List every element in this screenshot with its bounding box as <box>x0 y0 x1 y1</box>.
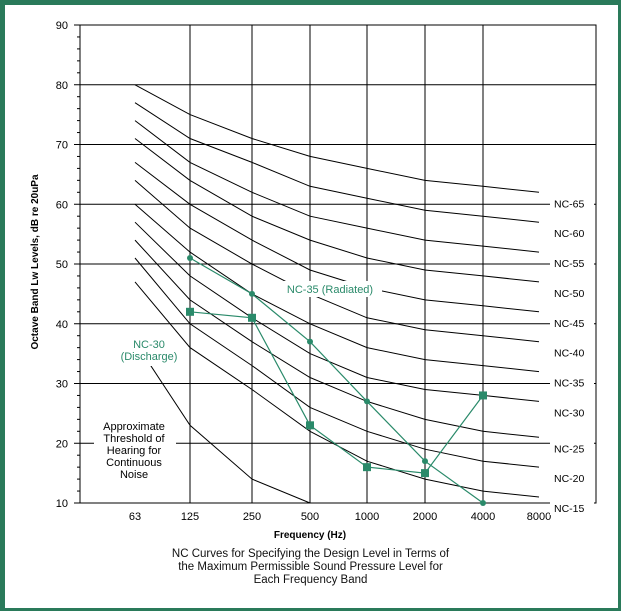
caption-line-2: the Maximum Permissible Sound Pressure L… <box>178 561 443 573</box>
y-axis-title: Octave Band Lw Levels, dB re 20uPa <box>30 174 41 350</box>
x-tick-label-4000: 4000 <box>471 511 495 523</box>
nc-label-nc-55: NC-55 <box>554 258 585 270</box>
caption-line-3: Each Frequency Band <box>253 574 368 586</box>
x-tick-label-500: 500 <box>301 511 319 523</box>
x-tick-label-63: 63 <box>129 511 141 523</box>
threshold-label-line: Hearing for <box>107 445 162 457</box>
threshold-label-line: Noise <box>120 469 148 481</box>
x-axis-title: Frequency (Hz) <box>274 530 346 541</box>
nc-label-nc-45: NC-45 <box>554 318 585 330</box>
nc-label-nc-65: NC-65 <box>554 198 585 210</box>
series-label-discharge: (Discharge) <box>121 351 178 363</box>
series-radiated-point <box>307 338 313 345</box>
nc-label-bg <box>550 285 594 300</box>
series-discharge-point <box>421 469 429 478</box>
y-tick-label-50: 50 <box>56 259 68 271</box>
y-tick-label-80: 80 <box>56 80 68 92</box>
y-tick-label-10: 10 <box>56 498 68 510</box>
series-discharge-point <box>186 307 194 316</box>
y-tick-label-20: 20 <box>56 438 68 450</box>
discharge-label-bg <box>120 336 178 366</box>
threshold-label-line: Continuous <box>106 457 162 469</box>
series-radiated-line <box>189 257 484 504</box>
y-tick-label-90: 90 <box>56 20 68 32</box>
nc-label-bg <box>550 256 594 271</box>
nc-label-bg <box>550 226 594 241</box>
nc-curve-nc-45 <box>134 162 540 313</box>
x-tick-label-250: 250 <box>243 511 261 523</box>
nc-label-bg <box>550 405 594 420</box>
nc-label-bg <box>550 501 594 516</box>
series-radiated-point <box>364 398 370 405</box>
threshold-curve <box>134 341 311 504</box>
y-tick-label-60: 60 <box>56 199 68 211</box>
nc-label-bg <box>550 315 594 330</box>
series-label-discharge: NC-30 <box>133 339 165 351</box>
series-radiated-point <box>187 255 193 262</box>
nc-label-nc-20: NC-20 <box>554 473 585 485</box>
nc-label-bg <box>550 345 594 360</box>
nc-label-bg <box>550 375 594 390</box>
nc-curve-nc-65 <box>134 84 540 193</box>
x-tick-label-1000: 1000 <box>355 511 379 523</box>
y-tick-label-30: 30 <box>56 379 68 391</box>
nc-curve-nc-30 <box>134 221 540 402</box>
nc-label-nc-50: NC-50 <box>554 288 585 300</box>
nc-curve-nc-50 <box>134 138 540 283</box>
series-radiated-point <box>480 500 486 506</box>
y-tick-label-40: 40 <box>56 319 68 331</box>
x-tick-label-125: 125 <box>181 511 199 523</box>
series-radiated-point <box>422 458 428 465</box>
series-discharge-point <box>248 313 256 322</box>
series-discharge-point <box>479 391 487 400</box>
nc-label-bg <box>550 471 594 486</box>
series-radiated-point <box>249 290 255 297</box>
nc-label-nc-40: NC-40 <box>554 348 585 360</box>
nc-label-nc-25: NC-25 <box>554 443 585 455</box>
threshold-label-bg <box>94 416 176 486</box>
series-discharge-line <box>189 311 484 474</box>
series-label-radiated: NC-35 (Radiated) <box>287 284 373 296</box>
x-tick-label-2000: 2000 <box>413 511 437 523</box>
nc-curve-nc-40 <box>134 180 540 343</box>
nc-label-nc-35: NC-35 <box>554 378 585 390</box>
series-discharge-point <box>363 463 371 472</box>
nc-label-nc-30: NC-30 <box>554 407 585 419</box>
y-tick-label-70: 70 <box>56 140 68 152</box>
nc-label-bg <box>550 441 594 456</box>
nc-label-nc-15: NC-15 <box>554 503 585 515</box>
caption-line-1: NC Curves for Specifying the Design Leve… <box>171 548 450 560</box>
nc-curve-nc-20 <box>134 257 540 468</box>
threshold-label-line: Approximate <box>103 421 165 433</box>
x-tick-label-8000: 8000 <box>527 511 551 523</box>
series-discharge-point <box>306 421 314 430</box>
radiated-label-bg <box>278 281 382 297</box>
nc-curve-nc-25 <box>134 239 540 438</box>
nc-curve-nc-60 <box>134 102 540 223</box>
nc-curve-nc-55 <box>134 120 540 253</box>
nc-label-bg <box>550 196 594 211</box>
nc-curve-nc-35 <box>134 203 540 373</box>
nc-label-nc-60: NC-60 <box>554 228 585 240</box>
threshold-label-line: Threshold of <box>103 433 165 445</box>
